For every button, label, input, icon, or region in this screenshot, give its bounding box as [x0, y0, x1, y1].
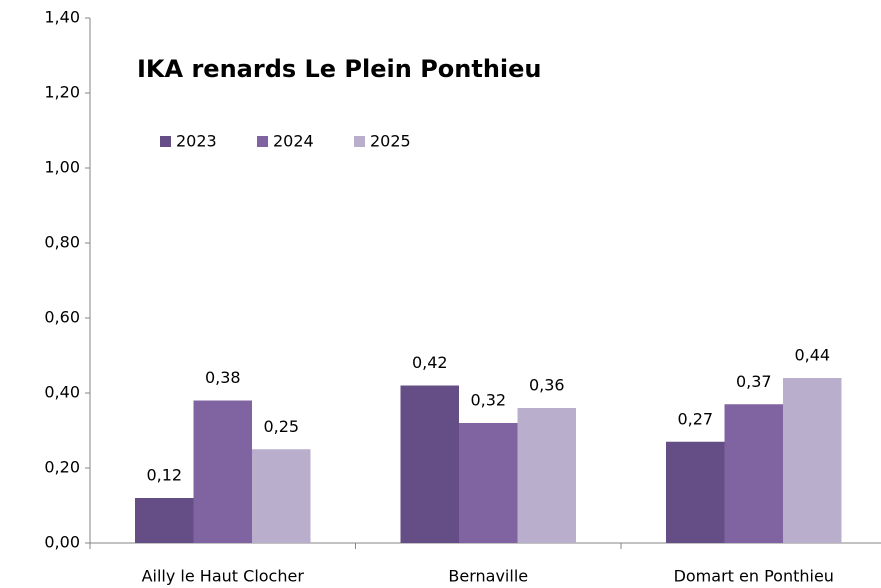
y-tick-label: 0,60 [44, 308, 80, 327]
y-tick-label: 1,20 [44, 83, 80, 102]
legend-label: 2024 [273, 132, 314, 151]
data-label: 0,12 [146, 466, 182, 485]
data-label: 0,37 [736, 372, 772, 391]
data-label: 0,32 [470, 391, 506, 410]
data-label: 0,38 [205, 368, 241, 387]
chart-title: IKA renards Le Plein Ponthieu [137, 55, 542, 83]
legend-swatch [160, 136, 171, 147]
data-label: 0,25 [263, 417, 299, 436]
bar [459, 423, 518, 543]
x-tick-label: Ailly le Haut Clocher [142, 567, 305, 586]
x-tick-label: Bernaville [448, 567, 528, 586]
bar [517, 408, 576, 543]
bar [193, 400, 252, 543]
y-tick-label: 0,00 [44, 533, 80, 552]
legend-swatch [257, 136, 268, 147]
bar [783, 378, 842, 543]
data-label: 0,27 [677, 409, 713, 428]
bar [724, 404, 783, 543]
bar [400, 385, 459, 543]
data-label: 0,44 [794, 346, 830, 365]
data-label: 0,36 [529, 376, 565, 395]
bar [135, 498, 194, 543]
y-tick-label: 0,20 [44, 458, 80, 477]
x-tick-label: Domart en Ponthieu [674, 567, 834, 586]
y-tick-label: 1,40 [44, 8, 80, 27]
legend-label: 2023 [176, 132, 217, 151]
bar [666, 441, 725, 543]
bar [252, 449, 311, 543]
y-tick-label: 1,00 [44, 158, 80, 177]
y-tick-label: 0,40 [44, 383, 80, 402]
data-label: 0,42 [412, 353, 448, 372]
legend-swatch [354, 136, 365, 147]
legend-label: 2025 [370, 132, 411, 151]
y-tick-label: 0,80 [44, 233, 80, 252]
